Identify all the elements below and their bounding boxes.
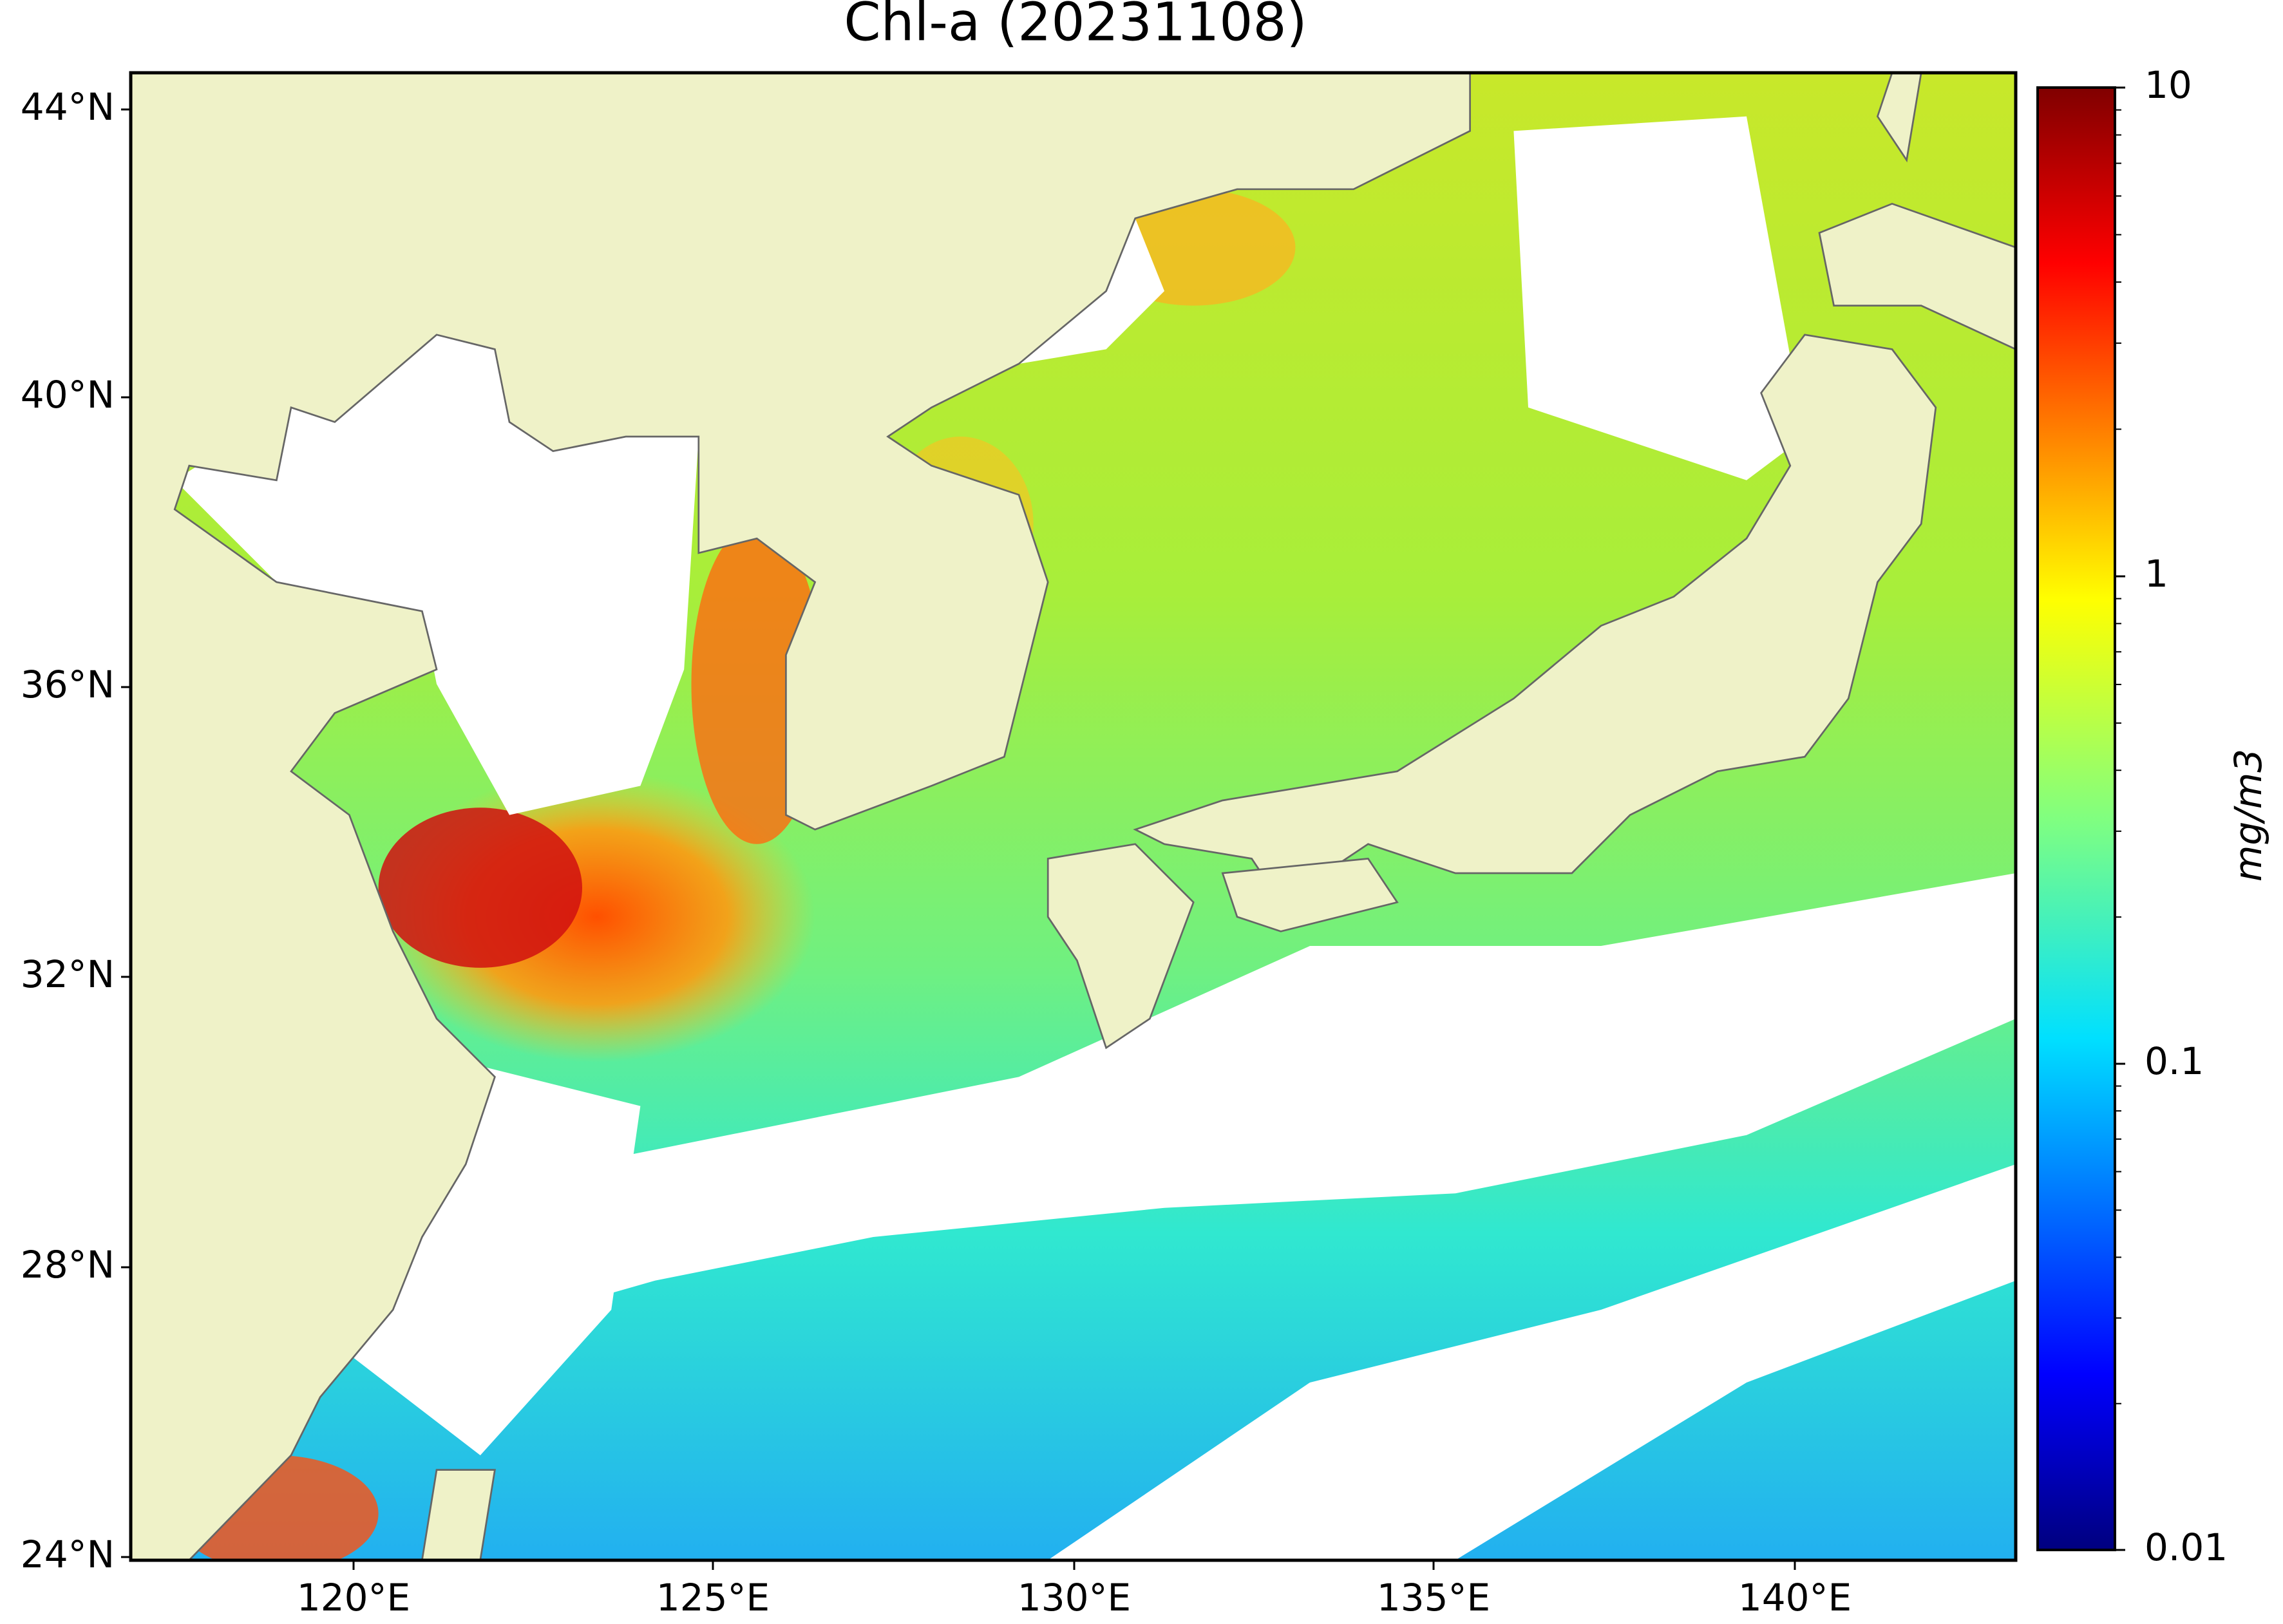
colorbar-tick-label: 0.01 [2145,1525,2228,1569]
lat-tick-label: 28°N [21,1243,115,1287]
lon-tick-label: 120°E [297,1576,410,1619]
lat-tick-label: 32°N [21,952,115,996]
lat-tick-label: 40°N [21,373,115,417]
lat-tick-label: 24°N [21,1533,115,1576]
map [131,72,2016,1560]
colorbar-tick-label: 10 [2145,63,2192,107]
title: Chl-a (20231108) [844,0,1307,53]
colorbar-tick-label: 1 [2145,552,2168,596]
colorbar-label: mg/m3 [2226,749,2270,882]
lat-tick-label: 44°N [21,85,115,129]
lon-tick-label: 130°E [1018,1576,1131,1619]
colorbar-tick-label: 0.1 [2145,1039,2204,1083]
lon-tick-label: 125°E [656,1576,770,1619]
ticks: 44°N 40°N 36°N 32°N 28°N 24°N 120°E 125°E 130°E 1… [21,63,2270,1619]
lat-tick-label: 36°N [21,663,115,706]
colorbar [2036,86,2116,1551]
lon-tick-label: 135°E [1377,1576,1490,1619]
lon-tick-label: 140°E [1738,1576,1852,1619]
